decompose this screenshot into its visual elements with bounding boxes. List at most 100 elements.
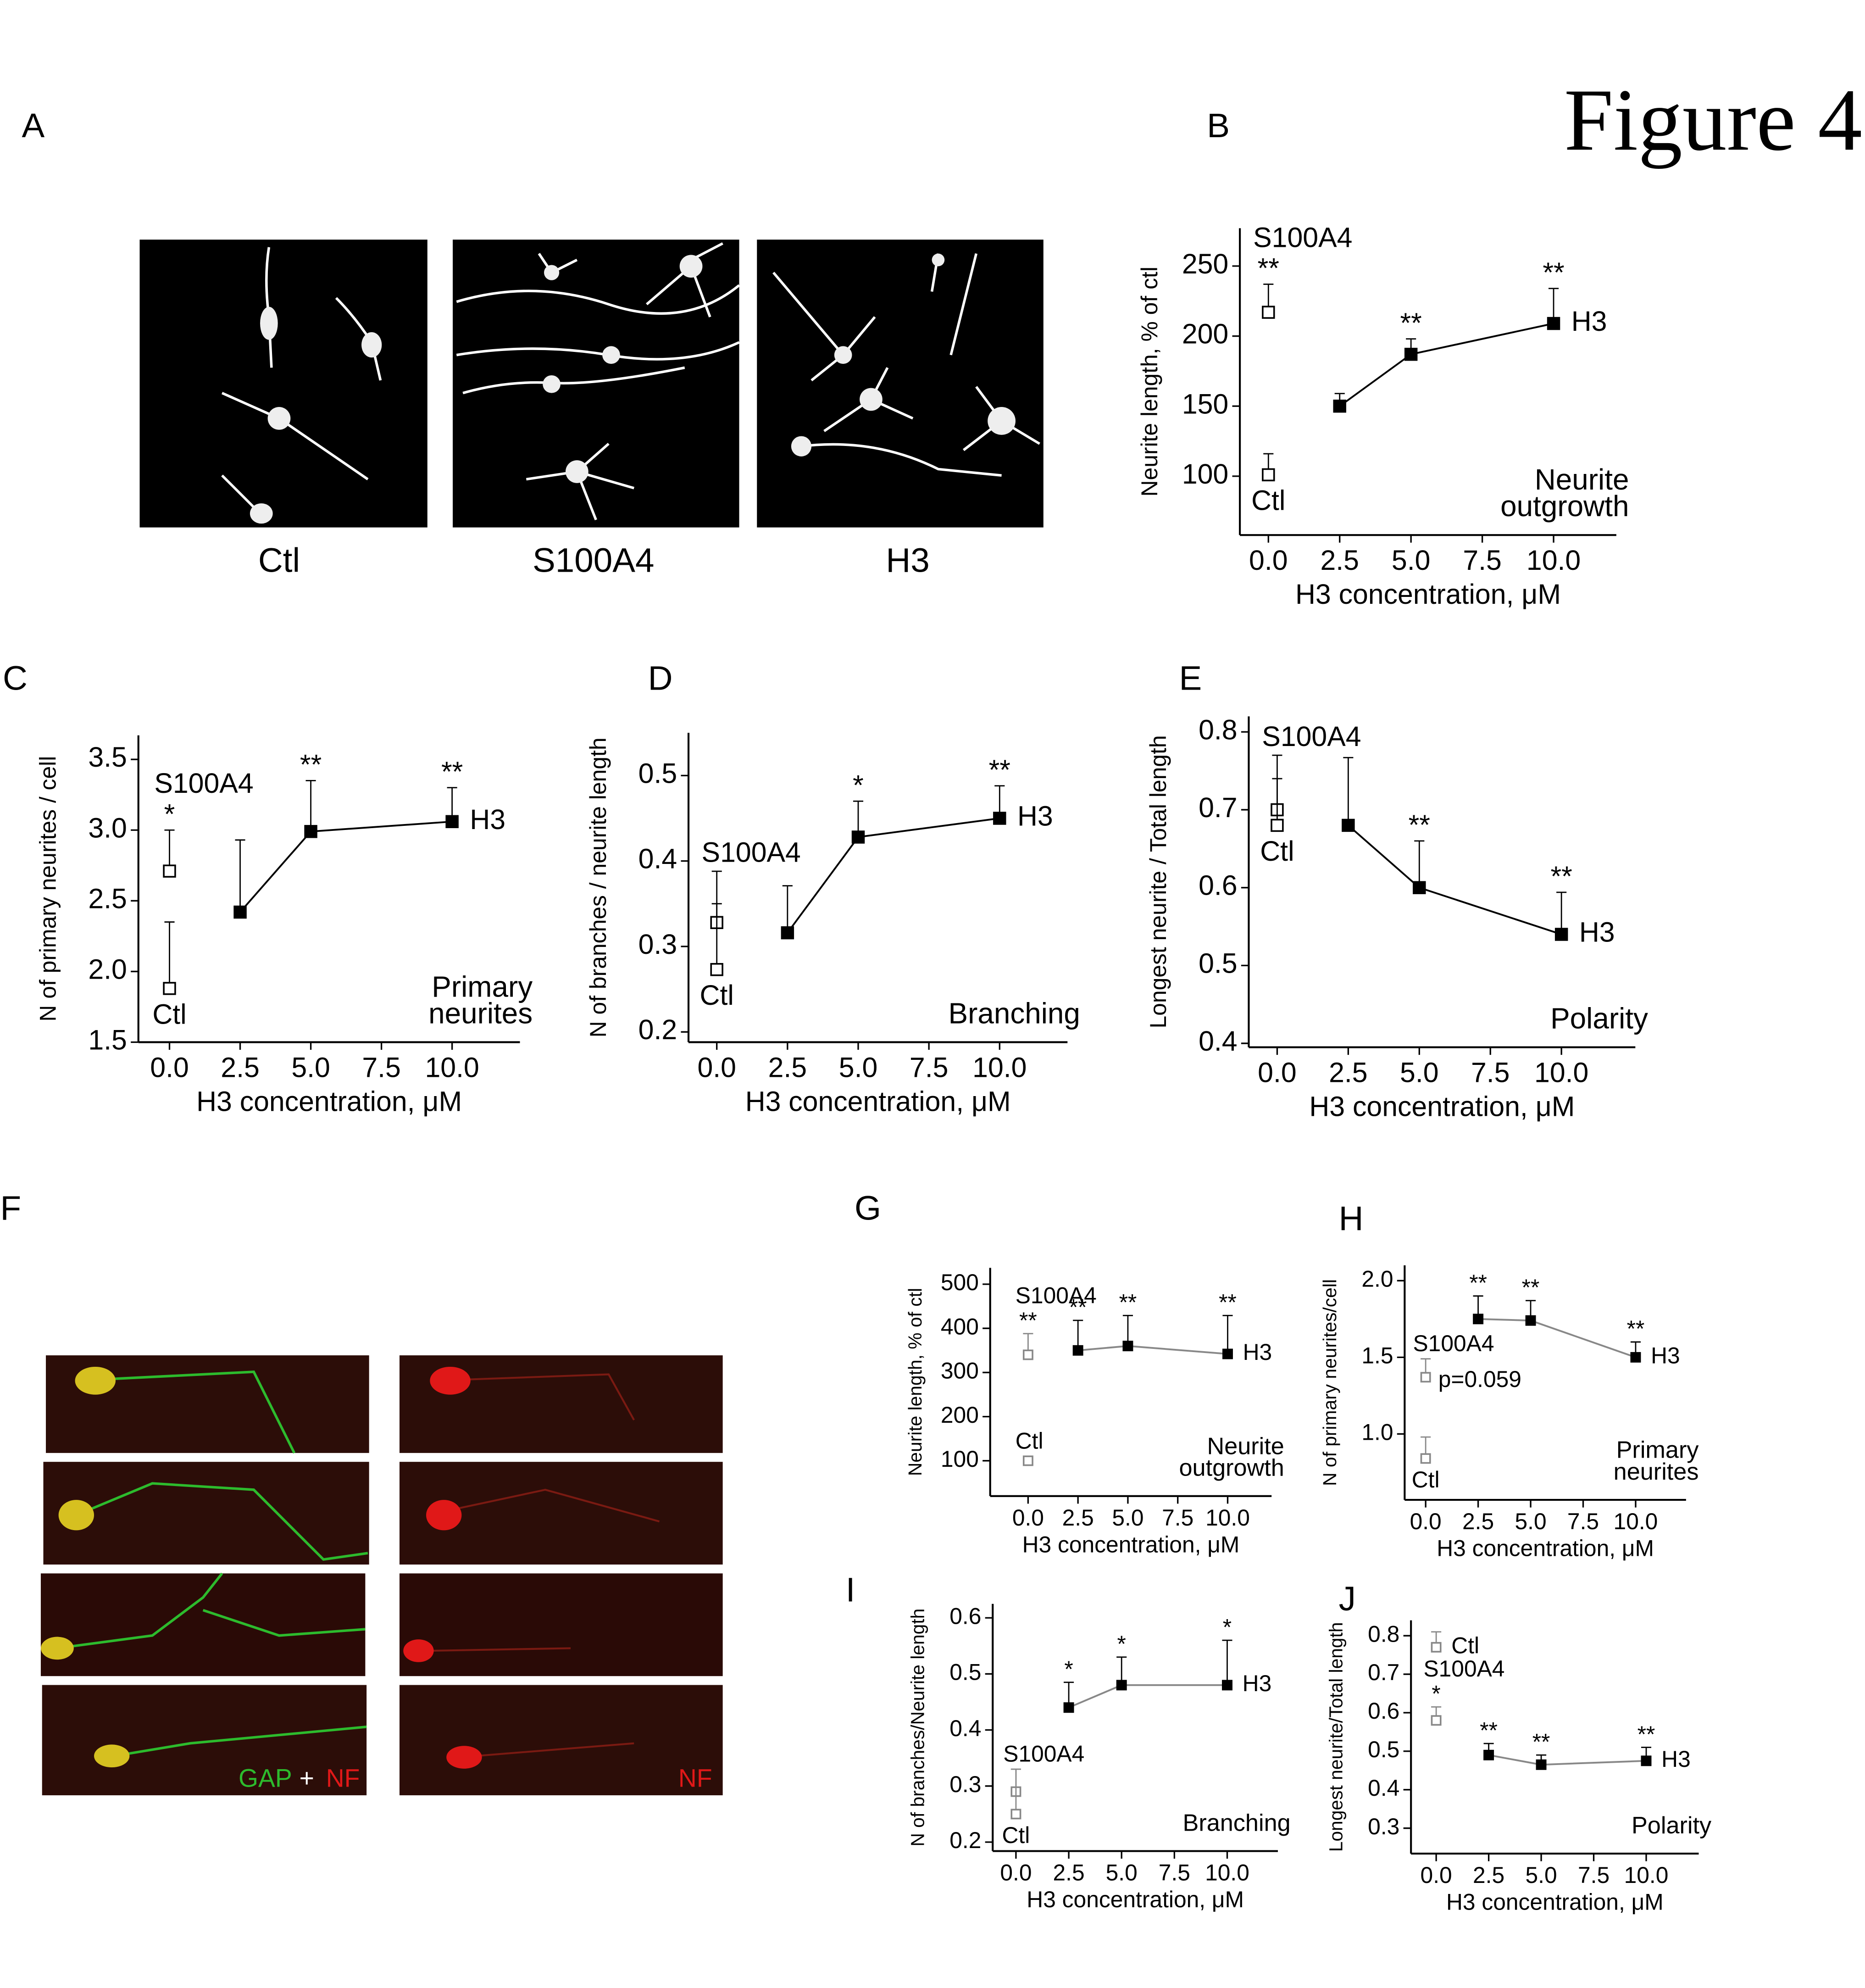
error-bar [1222, 1314, 1233, 1354]
data-point [304, 825, 317, 838]
y-tick-label: 0.8 [1368, 1621, 1399, 1647]
series-label: H3 [1571, 306, 1607, 337]
data-point [781, 926, 794, 940]
data-point [1431, 1642, 1442, 1653]
data-point [1333, 399, 1346, 413]
panel-annotation: Branching [949, 997, 1080, 1030]
error-bar [782, 885, 793, 933]
error-bar [164, 921, 175, 989]
x-axis-label: H3 concentration, μM [1022, 1531, 1240, 1557]
error-bar [305, 780, 316, 832]
significance-label: * [1117, 1631, 1126, 1657]
y-tick-label: 0.6 [1368, 1698, 1399, 1724]
y-axis-label: N of branches/Neurite length [907, 1609, 928, 1847]
data-point [163, 982, 176, 995]
micrograph-captions: Ctl S100A4 H3 [258, 541, 930, 579]
x-tick-label: 2.5 [1320, 545, 1359, 576]
x-tick-label: 10.0 [1534, 1057, 1588, 1088]
panel-annotation: neurites [428, 997, 533, 1030]
significance-label: ** [1637, 1721, 1655, 1747]
y-tick-label: 1.0 [1361, 1420, 1393, 1445]
fluorescence-merge [40, 1355, 369, 1795]
y-tick-label: 1.5 [1361, 1342, 1393, 1368]
panel-annotation: Polarity [1632, 1812, 1711, 1839]
y-tick-label: 0.6 [949, 1603, 981, 1629]
panel-letter: A [22, 106, 45, 145]
y-tick-label: 0.3 [638, 929, 677, 960]
x-tick-label: 7.5 [1567, 1509, 1599, 1534]
y-tick-label: 500 [941, 1270, 979, 1295]
series-label: S100A4 [154, 768, 253, 799]
stain-label: + [300, 1764, 314, 1792]
x-tick-label: 5.0 [1525, 1862, 1557, 1888]
error-bar [1222, 1639, 1232, 1685]
series-label: S100A4 [1003, 1741, 1084, 1766]
significance-label: ** [1409, 809, 1430, 841]
data-point [1404, 348, 1418, 361]
x-tick-label: 7.5 [1159, 1860, 1190, 1886]
x-tick-label: 5.0 [1515, 1509, 1546, 1534]
data-point [1641, 1755, 1652, 1766]
series-label: H3 [1651, 1342, 1680, 1368]
x-tick-label: 2.5 [768, 1052, 807, 1083]
data-point [1483, 1749, 1494, 1760]
caption: H3 [886, 541, 929, 579]
x-axis-label: H3 concentration, μM [1027, 1887, 1244, 1912]
x-tick-label: 0.0 [1249, 545, 1288, 576]
data-point [710, 963, 723, 976]
series-label: S100A4 [1413, 1331, 1494, 1356]
error-bar [1414, 840, 1425, 888]
series-label: S100A4 [1253, 222, 1352, 253]
panel-letter: H [1339, 1199, 1364, 1237]
y-tick-label: 0.8 [1199, 714, 1238, 745]
significance-label: p=0.059 [1438, 1366, 1521, 1392]
x-tick-label: 10.0 [1205, 1505, 1250, 1531]
y-tick-label: 0.2 [638, 1014, 677, 1045]
x-tick-label: 0.0 [1000, 1860, 1032, 1886]
micrograph-s100a4 [453, 239, 740, 528]
significance-label: * [1064, 1656, 1073, 1682]
significance-label: ** [1400, 307, 1422, 338]
y-axis-label: N of branches / neurite length [585, 737, 611, 1037]
panel-annotation: Primary [1616, 1437, 1699, 1464]
y-axis-label: N of primary neurites/cell [1319, 1279, 1340, 1486]
data-point [1547, 317, 1560, 330]
error-bar [164, 829, 175, 871]
panel-letter: B [1207, 106, 1230, 145]
significance-label: * [1223, 1614, 1232, 1640]
series-label: S100A4 [1423, 1656, 1504, 1682]
x-tick-label: 10.0 [425, 1052, 479, 1083]
x-tick-label: 7.5 [910, 1052, 949, 1083]
micrograph-ctl [139, 239, 427, 528]
data-point [1116, 1680, 1127, 1691]
y-tick-label: 250 [1182, 248, 1228, 279]
x-tick-label: 2.5 [1329, 1057, 1368, 1088]
data-point [1420, 1453, 1431, 1464]
data-point [1536, 1759, 1547, 1770]
series-label: H3 [1579, 917, 1615, 948]
y-tick-label: 0.4 [1199, 1025, 1238, 1057]
data-point [993, 812, 1006, 825]
y-tick-label: 2.0 [1361, 1266, 1393, 1292]
data-point [233, 905, 247, 919]
series-label: H3 [470, 804, 505, 835]
data-point [851, 830, 865, 844]
series-label: Ctl [1002, 1822, 1030, 1848]
micrograph-h3 [757, 239, 1044, 528]
panel-letter: E [1179, 659, 1202, 697]
y-tick-label: 0.5 [1199, 947, 1238, 979]
data-point [1262, 468, 1275, 482]
series-label: S100A4 [1262, 721, 1361, 752]
panel-letter: J [1339, 1579, 1356, 1618]
y-axis-label: Longest neurite/Total length [1326, 1622, 1347, 1852]
data-point [1554, 928, 1568, 941]
y-tick-label: 0.4 [1368, 1775, 1399, 1801]
panel-letter: C [3, 659, 28, 697]
panel-letter: D [648, 659, 673, 697]
x-tick-label: 2.5 [221, 1052, 260, 1083]
panel-letter: F [0, 1189, 22, 1227]
y-tick-label: 0.4 [638, 843, 677, 874]
series-label: Ctl [1412, 1467, 1440, 1492]
y-tick-label: 100 [941, 1446, 979, 1472]
data-point [1271, 819, 1284, 832]
